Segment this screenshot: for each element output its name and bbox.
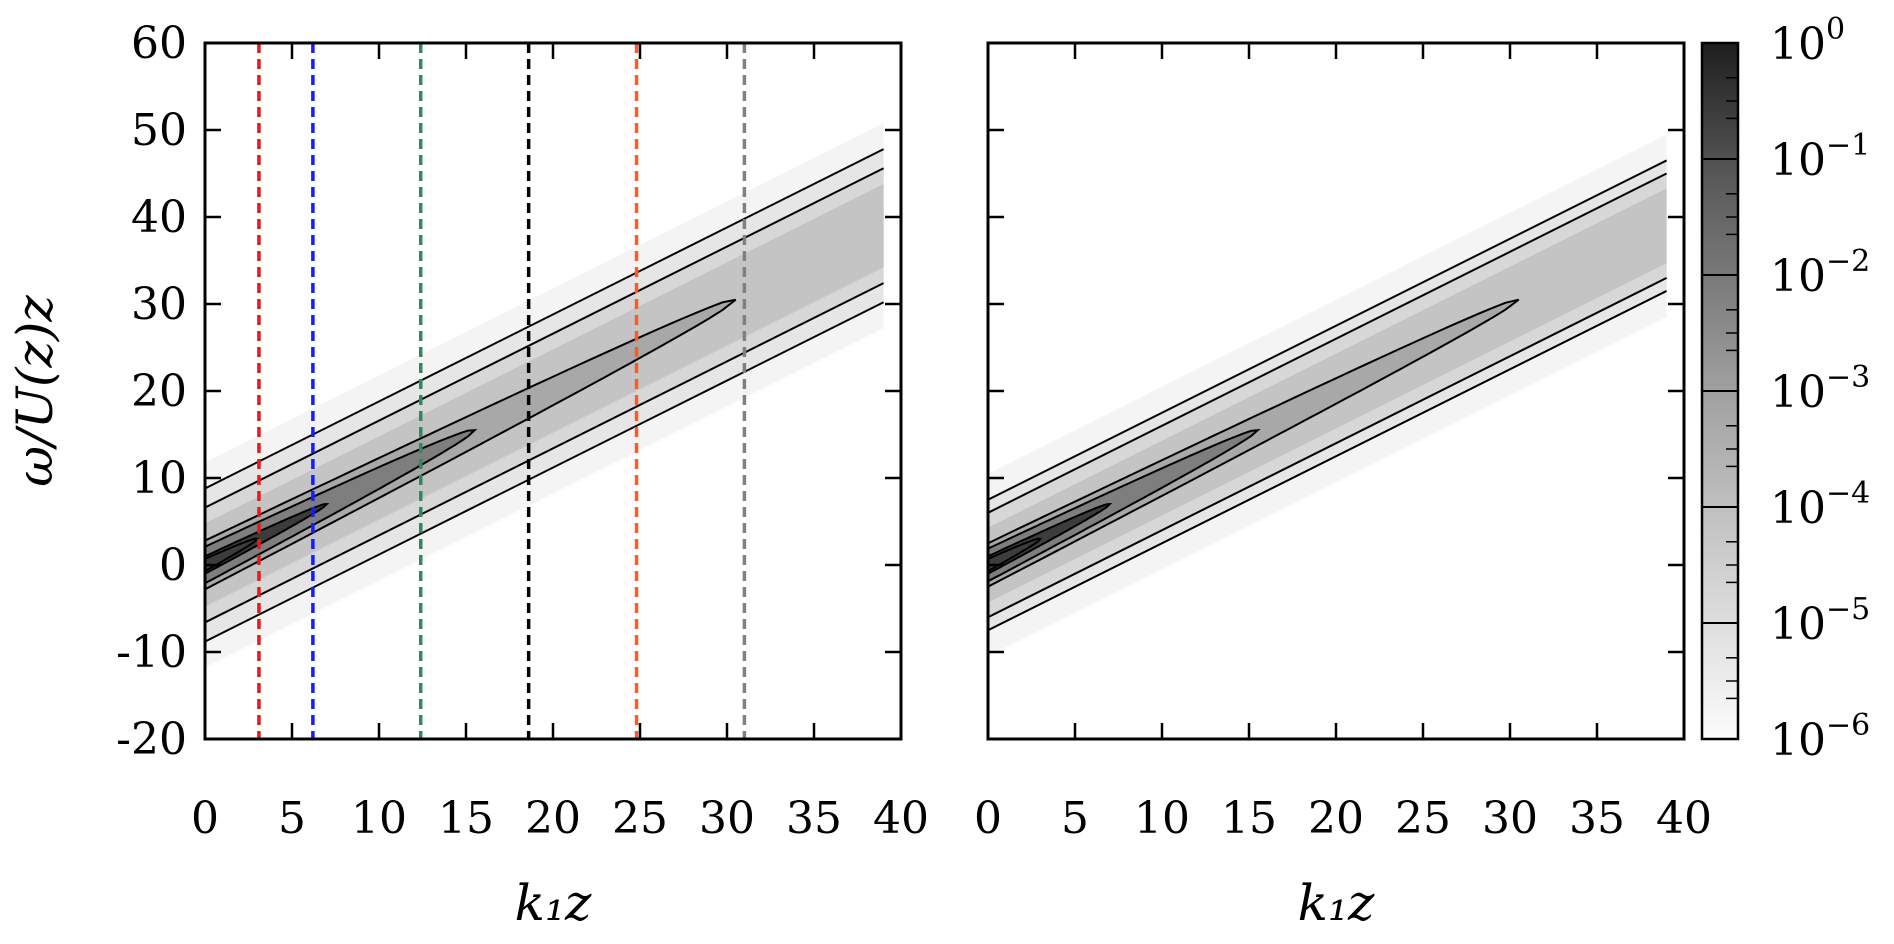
contour-line [988,159,1668,501]
right-panel: 0 5 10 15 20 25 30 35 40 k₁z [974,41,1712,932]
colorbar-tick-label: 10−2 [1770,244,1870,302]
x-tick-label: 15 [1221,793,1277,844]
y-tick-label: -10 [116,627,187,678]
x-tick-label: 15 [438,793,494,844]
colorbar-tick-label: 10−3 [1770,360,1870,418]
x-tick-label: 40 [1656,793,1712,844]
y-tick-label: 20 [131,366,187,417]
x-tick-label: 0 [974,793,1002,844]
x-tick-label: 5 [278,793,306,844]
colorbar-tick-exponent: −6 [1826,708,1870,743]
y-tick-label: -20 [116,714,187,765]
right-x-tick-labels: 0 5 10 15 20 25 30 35 40 [974,793,1712,844]
colorbar-tick-exponent: 0 [1826,12,1845,47]
right-x-axis-title: k₁z [1298,874,1375,932]
colorbar-tick-exponent: −3 [1826,360,1870,395]
x-tick-label: 0 [191,793,219,844]
y-tick-label: 0 [159,540,187,591]
colorbar-tick-label: 10−1 [1770,128,1870,186]
colorbar-tick-base: 10 [1770,251,1826,302]
contour-line [205,301,885,643]
contour-line [205,167,885,509]
x-tick-label: 10 [1134,793,1190,844]
y-tick-label: 10 [131,453,187,504]
colorbar-tick-label: 100 [1770,12,1845,70]
left-y-tick-labels: -20 -10 0 10 20 30 40 50 60 [116,18,187,765]
contour-line [988,290,1668,632]
colorbar-tick-label: 10−5 [1770,592,1870,650]
x-tick-label: 40 [873,793,929,844]
left-panel: 0 5 10 15 20 25 30 35 40 -20 -10 0 10 20 30 40 50 60 k₁z… [6,18,929,932]
contour-lobe [205,298,737,591]
x-tick-label: 25 [612,793,668,844]
contour-line [205,282,885,624]
left-heatmap [205,123,885,668]
colorbar-tick-base: 10 [1770,599,1826,650]
x-tick-label: 5 [1061,793,1089,844]
right-ticks [986,41,1686,741]
left-x-tick-labels: 0 5 10 15 20 25 30 35 40 [191,793,929,844]
y-tick-label: 40 [131,192,187,243]
left-ticks [203,41,903,741]
colorbar-tick-exponent: −5 [1826,592,1870,627]
colorbar-tick-base: 10 [1770,135,1826,186]
colorbar-tick-base: 10 [1770,483,1826,534]
contour-lobe [988,537,1042,573]
y-tick-label: 60 [131,18,187,69]
x-tick-label: 20 [1308,793,1364,844]
contour-lobe [988,428,1261,583]
x-tick-label: 35 [1569,793,1625,844]
colorbar-tick-base: 10 [1770,715,1826,766]
contour-line [988,277,1668,619]
right-heatmap [988,134,1668,657]
x-tick-label: 10 [351,793,407,844]
x-tick-label: 20 [525,793,581,844]
colorbar-tick-base: 10 [1770,367,1826,418]
colorbar-tick-exponent: −1 [1826,128,1870,163]
colorbar-tick-label: 10−4 [1770,476,1870,534]
left-y-axis-title: ω/U(z)z [6,295,64,487]
colorbar-tick-exponent: −2 [1826,244,1870,279]
y-tick-label: 30 [131,279,187,330]
contour-line [205,148,885,490]
x-tick-label: 35 [786,793,842,844]
colorbar-tick-label: 10−6 [1770,708,1870,766]
left-x-axis-title: k₁z [515,874,592,932]
contour-line [988,172,1668,514]
x-tick-label: 25 [1395,793,1451,844]
contour-lobe [205,537,259,573]
left-dashed-lines [257,43,747,739]
contour-lobe [988,503,1113,575]
y-tick-label: 50 [131,105,187,156]
colorbar-ticks [1702,42,1738,740]
x-tick-label: 30 [1482,793,1538,844]
contour-lobe [205,503,330,575]
contour-lobe [988,298,1520,588]
colorbar-tick-base: 10 [1770,19,1826,70]
colorbar-tick-exponent: −4 [1826,476,1870,511]
x-tick-label: 30 [699,793,755,844]
contour-lobe [205,429,478,585]
